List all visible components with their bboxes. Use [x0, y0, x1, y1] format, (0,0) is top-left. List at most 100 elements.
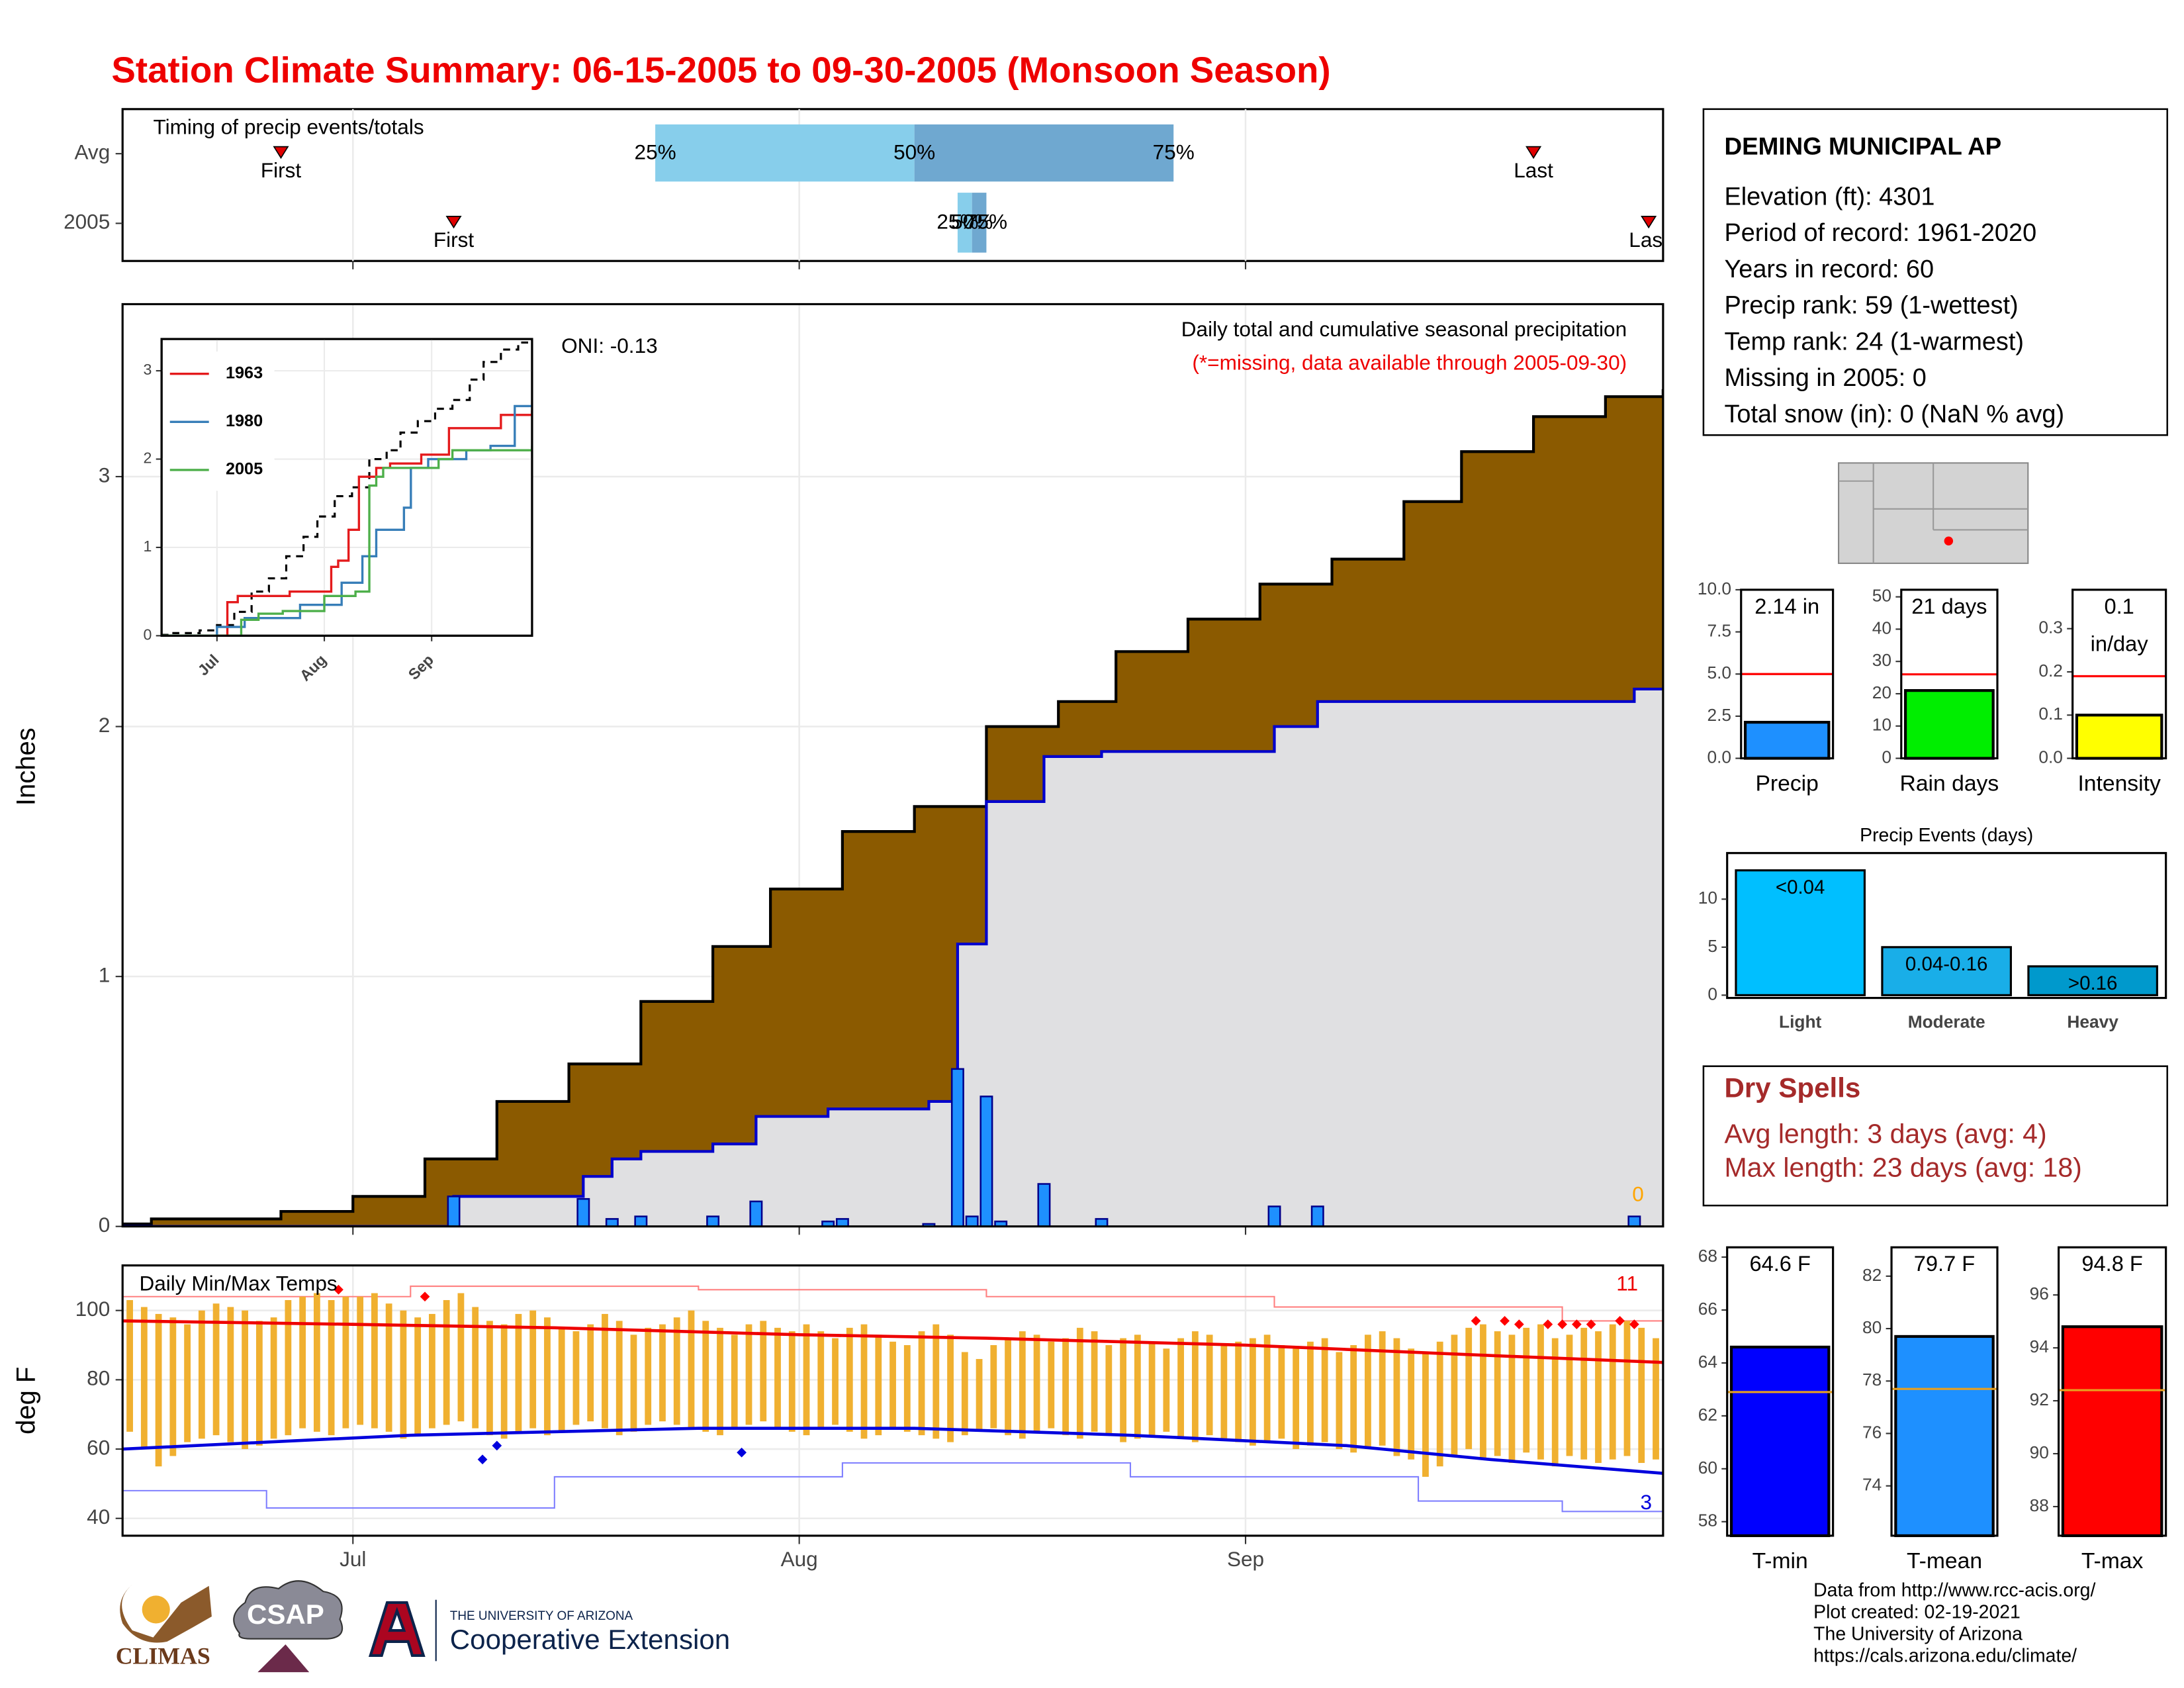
value-label: 94.8 F — [2081, 1251, 2142, 1276]
missing-count: 0 — [1632, 1182, 1644, 1206]
temp-bar — [242, 1310, 249, 1450]
temp-bar — [1551, 1338, 1559, 1467]
ua-text: THE UNIVERSITY OF ARIZONA — [450, 1609, 633, 1623]
climas-logo — [120, 1584, 212, 1643]
temp-bar — [846, 1327, 853, 1432]
temp-bar — [529, 1310, 537, 1429]
temp-bar — [1494, 1331, 1501, 1456]
y-tick-label: 78 — [1862, 1370, 1882, 1389]
temp-bar — [1465, 1327, 1473, 1450]
record-marker — [1615, 1316, 1625, 1326]
temp-bar — [299, 1296, 306, 1429]
y-tick-label: 74 — [1862, 1475, 1882, 1495]
temp-bar — [702, 1321, 709, 1432]
daily-bar — [605, 1218, 619, 1227]
temp-bar — [947, 1335, 954, 1442]
bar — [1735, 869, 1866, 996]
record-marker — [1471, 1316, 1481, 1326]
y-tick-label: 62 — [1698, 1405, 1717, 1425]
y-tick-label: 82 — [1862, 1265, 1882, 1285]
y-tick-label: 0.3 — [2038, 618, 2063, 637]
plot-frame — [1740, 588, 1835, 760]
plot-frame — [1726, 1246, 1835, 1537]
y-tick-label: 1 — [144, 538, 152, 555]
temp-bar — [832, 1338, 839, 1425]
quartile-bar — [655, 124, 915, 182]
station-name: DEMING MUNICIPAL AP — [1724, 132, 2001, 160]
temp-bar — [918, 1331, 925, 1436]
y-tick-label: 10 — [1872, 715, 1891, 735]
gauge-bar — [1894, 1335, 1995, 1538]
temp-bar — [1508, 1335, 1516, 1464]
value-label: 79.7 F — [1914, 1251, 1975, 1276]
temp-bar — [500, 1324, 508, 1439]
quartile-label: 25% — [635, 140, 676, 164]
temp-bar — [285, 1299, 292, 1436]
temp-bar — [126, 1299, 133, 1432]
temp-bar — [1436, 1341, 1443, 1467]
temp-bar — [889, 1341, 896, 1429]
y-tick-label: 100 — [75, 1297, 111, 1321]
csap-mountains — [257, 1644, 310, 1673]
temp-bar — [328, 1299, 335, 1436]
record-low-count: 3 — [1640, 1490, 1652, 1514]
temp-bar — [198, 1310, 205, 1439]
y-tick-label: 2 — [144, 449, 152, 467]
temp-bar — [486, 1321, 493, 1436]
panel-note: (*=missing, data available through 2005-… — [1192, 350, 1627, 374]
y-tick-label: 2 — [99, 713, 111, 737]
temp-bar — [673, 1317, 680, 1425]
temp-bar — [255, 1321, 263, 1446]
temp-bar — [515, 1313, 522, 1432]
extension-text: Cooperative Extension — [450, 1624, 730, 1655]
temp-bar — [1623, 1321, 1631, 1456]
y-axis-label: deg F — [12, 1367, 41, 1434]
threshold-label: >0.16 — [2068, 972, 2118, 994]
temp-bar — [1523, 1327, 1530, 1453]
temp-bar — [1062, 1338, 1069, 1436]
year-line — [161, 445, 532, 636]
temp-bar — [1365, 1335, 1371, 1450]
climas-text: CLIMAS — [116, 1642, 210, 1669]
x-tick-label: Heavy — [2067, 1011, 2118, 1031]
temp-bar — [1048, 1341, 1055, 1429]
quartile-label: 75% — [966, 210, 1007, 234]
daily-bar — [979, 1096, 993, 1227]
temp-bar — [1350, 1345, 1357, 1453]
daily-bar — [1627, 1215, 1641, 1227]
y-tick-label: 80 — [1862, 1317, 1882, 1337]
daily-bar — [1267, 1205, 1281, 1227]
footer-line: Data from http://www.rcc-acis.org/ — [1813, 1580, 2095, 1601]
gauge-label: T-max — [2081, 1549, 2144, 1573]
temp-bar — [717, 1327, 723, 1436]
station-line: Precip rank: 59 (1-wettest) — [1724, 292, 2018, 320]
temp-bar — [155, 1313, 162, 1467]
record-marker — [1629, 1319, 1639, 1329]
quartile-label: 75% — [1153, 140, 1195, 164]
normal-min-line — [122, 1427, 1663, 1476]
event-marker — [445, 216, 462, 229]
normal-max-line — [122, 1319, 1663, 1364]
temp-bar — [774, 1327, 781, 1429]
quartile-bar — [972, 193, 987, 253]
temp-bar — [745, 1324, 752, 1425]
quartile-label: 50% — [951, 210, 993, 234]
temp-bar — [1005, 1338, 1011, 1436]
footer-line: Plot created: 02-19-2021 — [1813, 1602, 2021, 1623]
y-tick-label: 0 — [144, 626, 152, 643]
temp-bar — [371, 1293, 378, 1429]
y-tick-label: 88 — [2030, 1495, 2049, 1515]
y-tick-label: 0.1 — [2038, 704, 2063, 724]
y-tick-label: 96 — [2030, 1284, 2049, 1303]
temp-bar — [1595, 1331, 1602, 1464]
temp-bar — [212, 1303, 220, 1436]
y-tick-label: 10 — [1698, 888, 1717, 908]
temp-bar — [1566, 1335, 1573, 1456]
y-tick-label: 40 — [87, 1505, 110, 1528]
temp-bar — [990, 1345, 997, 1429]
daily-bar — [749, 1200, 763, 1227]
threshold-label: <0.04 — [1776, 876, 1825, 898]
temp-bar — [1033, 1335, 1040, 1432]
event-marker — [273, 146, 289, 160]
y-tick-label: 10.0 — [1698, 579, 1731, 598]
